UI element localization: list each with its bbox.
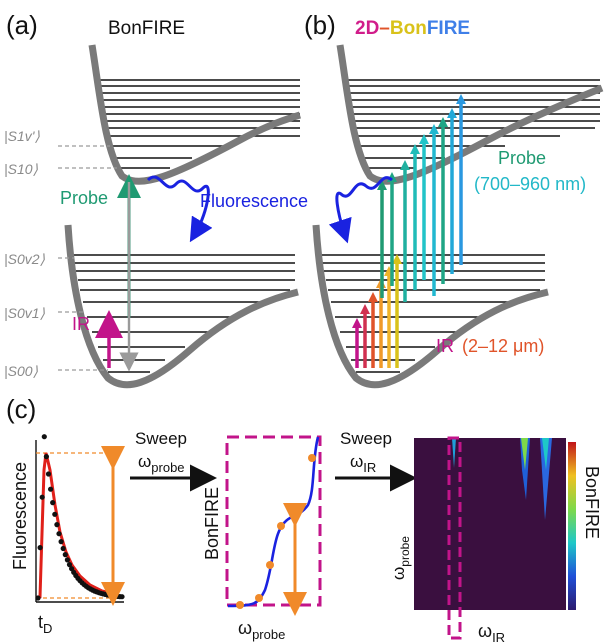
level-s1v: |S1v'⟩ bbox=[4, 128, 40, 144]
panel-c-label: (c) bbox=[6, 394, 36, 424]
panel-b-title-part: – bbox=[379, 18, 390, 39]
panel-b-ir-label: IR bbox=[436, 336, 454, 356]
panel-b-probe-range: (700–960 nm) bbox=[474, 174, 586, 194]
spectrum-curve bbox=[227, 436, 320, 608]
panel-b-probe-arrows bbox=[377, 94, 466, 302]
decay-point bbox=[41, 434, 47, 440]
decay-point bbox=[45, 471, 52, 477]
panel-b-title-part: 2D bbox=[355, 18, 379, 39]
decay-point bbox=[35, 595, 41, 601]
panel-b-ir-range: (2–12 μm) bbox=[462, 336, 544, 356]
heatmap-plot bbox=[414, 438, 566, 610]
panel-a-ground-well bbox=[64, 224, 299, 389]
level-guides bbox=[58, 145, 117, 371]
decay-point bbox=[60, 545, 66, 552]
sweep2-variable: ωIR bbox=[350, 452, 376, 475]
level-s0v1: |S0v1⟩ bbox=[4, 305, 46, 321]
panel-b-title-part: FIRE bbox=[427, 18, 470, 39]
omega-probe-main: ω bbox=[238, 618, 252, 638]
decay-point bbox=[66, 562, 73, 568]
sweep1-omega: ω bbox=[138, 452, 151, 471]
panel-a-fluorescence-arrow bbox=[146, 175, 213, 243]
sweep1-label: Sweep bbox=[135, 429, 187, 448]
colorbar-label: BonFIRE bbox=[582, 466, 602, 539]
sweep1-sub: probe bbox=[151, 460, 184, 475]
decay-point bbox=[43, 454, 50, 460]
decay-point bbox=[56, 531, 62, 537]
panel-b-probe-label: Probe bbox=[498, 148, 546, 168]
tD-sub: D bbox=[43, 621, 52, 636]
panel-b-title: 2D–BonFIRE bbox=[355, 18, 470, 39]
sweep2-sub: IR bbox=[363, 460, 376, 475]
heatmap-x-sub: IR bbox=[492, 630, 505, 643]
fluorescence-axis-label: Fluorescence bbox=[10, 462, 30, 570]
sweep2-omega: ω bbox=[350, 452, 363, 471]
decay-point bbox=[64, 557, 70, 563]
tD-main: t bbox=[38, 612, 43, 632]
decay-point bbox=[39, 494, 45, 500]
spectrum-dashed-box bbox=[225, 435, 322, 607]
decay-point bbox=[54, 522, 60, 528]
panel-b-fluorescence-arrow bbox=[328, 176, 393, 244]
panel-a-upper-levels bbox=[99, 79, 300, 169]
panel-b-label: (b) bbox=[304, 10, 336, 40]
spectrum-points bbox=[236, 454, 316, 609]
panel-b-upper-levels bbox=[347, 79, 600, 169]
heatmap-y-axis-label: ωprobe bbox=[389, 536, 412, 580]
colorbar bbox=[568, 442, 576, 610]
heatmap-slice-box bbox=[447, 436, 462, 640]
decay-point bbox=[48, 486, 54, 492]
level-s10: |S10⟩ bbox=[4, 161, 39, 177]
decay-point bbox=[52, 511, 58, 517]
level-s00: |S00⟩ bbox=[4, 363, 39, 379]
heatmap-features bbox=[452, 438, 552, 520]
panel-b-excited-well bbox=[336, 44, 604, 185]
level-s0v2: |S0v2⟩ bbox=[4, 251, 46, 267]
sweep2-label: Sweep bbox=[340, 429, 392, 448]
level-labels: |S1v'⟩ |S10⟩ |S0v2⟩ |S0v1⟩ |S00⟩ bbox=[4, 128, 46, 379]
omega-probe-axis-label: ωprobe bbox=[238, 618, 285, 642]
decay-point bbox=[50, 500, 56, 506]
omega-probe-sub: probe bbox=[252, 627, 285, 642]
panel-b-ir-arrows bbox=[352, 254, 402, 368]
bonfire-axis-label: BonFIRE bbox=[202, 487, 222, 560]
panel-a-title: BonFIRE bbox=[108, 18, 185, 39]
decay-point bbox=[58, 539, 64, 545]
heatmap-y-sub: probe bbox=[398, 536, 412, 567]
decay-point bbox=[119, 594, 125, 600]
panel-b-ground-well bbox=[312, 224, 549, 389]
heatmap-x-axis-label: ωIR bbox=[478, 621, 505, 643]
decay-point bbox=[37, 545, 43, 551]
panel-a-fluorescence-label: Fluorescence bbox=[200, 191, 308, 211]
panel-a-probe-label: Probe bbox=[60, 188, 108, 208]
panel-b-title-part: Bon bbox=[390, 18, 427, 39]
heatmap-x-omega: ω bbox=[478, 621, 492, 641]
panel-a-ir-label: IR bbox=[72, 314, 90, 334]
heatmap-y-omega: ω bbox=[389, 567, 408, 580]
sweep1-variable: ωprobe bbox=[138, 452, 185, 475]
panel-a-label: (a) bbox=[6, 10, 38, 40]
tD-axis-label: tD bbox=[38, 612, 52, 636]
decay-point bbox=[62, 552, 68, 558]
panel-a-excited-well bbox=[88, 44, 302, 185]
